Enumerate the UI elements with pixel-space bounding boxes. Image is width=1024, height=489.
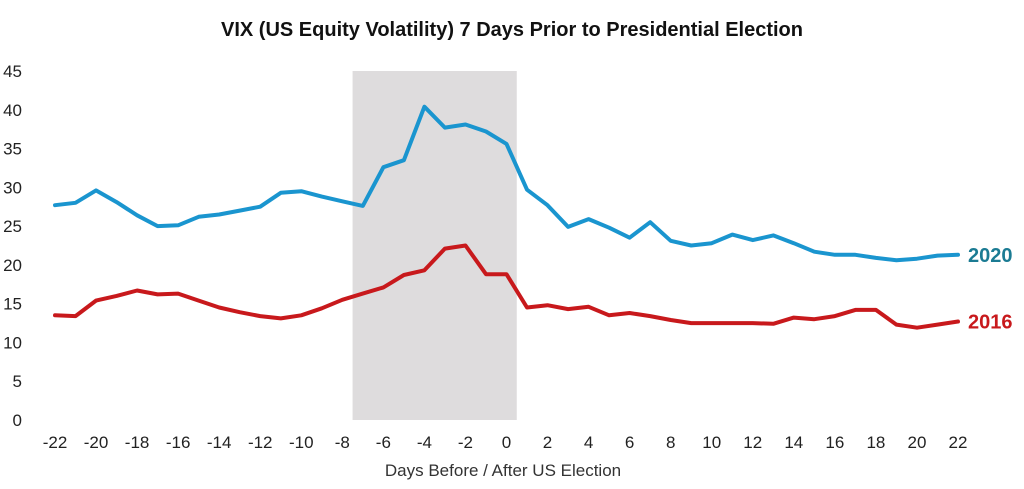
x-tick-label: -4 xyxy=(417,433,432,452)
y-tick-label: 30 xyxy=(3,178,22,197)
series-lines xyxy=(53,104,960,330)
y-tick-label: 0 xyxy=(13,411,22,430)
x-tick-label: 6 xyxy=(625,433,634,452)
x-tick-label: 14 xyxy=(784,433,803,452)
x-tick-label: 16 xyxy=(825,433,844,452)
series-line-2020 xyxy=(53,104,960,263)
x-tick-label: 4 xyxy=(584,433,593,452)
y-tick-label: 15 xyxy=(3,295,22,314)
y-tick-label: 25 xyxy=(3,217,22,236)
x-tick-label: -10 xyxy=(289,433,314,452)
y-tick-label: 45 xyxy=(3,62,22,81)
x-tick-label: -8 xyxy=(335,433,350,452)
series-end-labels: 2020 2016 xyxy=(968,245,1013,334)
x-tick-label: 18 xyxy=(866,433,885,452)
shaded-region-layer xyxy=(352,71,517,420)
y-tick-label: 35 xyxy=(3,140,22,159)
x-tick-label: 2 xyxy=(543,433,552,452)
election-window-shading xyxy=(352,71,517,420)
x-tick-labels: -22 -20 -18 -16 -14 -12 -10 -8 -6 -4 -2 0 2 4 6 8 10 12 14… xyxy=(43,433,968,452)
x-tick-label: -6 xyxy=(376,433,391,452)
series-label-2020: 2020 xyxy=(968,245,1013,267)
y-tick-labels: 0 5 10 15 20 25 30 35 40 45 xyxy=(3,62,22,430)
x-tick-label: 20 xyxy=(907,433,926,452)
x-tick-label: -22 xyxy=(43,433,68,452)
x-tick-label: 12 xyxy=(743,433,762,452)
x-tick-label: -2 xyxy=(458,433,473,452)
x-tick-label: -12 xyxy=(248,433,273,452)
x-tick-label: 22 xyxy=(949,433,968,452)
y-tick-label: 20 xyxy=(3,256,22,275)
series-line-2016 xyxy=(53,243,960,330)
y-tick-label: 10 xyxy=(3,333,22,352)
x-tick-label: -16 xyxy=(166,433,191,452)
y-tick-label: 40 xyxy=(3,101,22,120)
x-tick-label: 0 xyxy=(502,433,511,452)
y-tick-label: 5 xyxy=(13,372,22,391)
x-tick-label: 10 xyxy=(702,433,721,452)
chart-title: VIX (US Equity Volatility) 7 Days Prior … xyxy=(221,19,803,41)
x-tick-label: 8 xyxy=(666,433,675,452)
x-tick-label: -18 xyxy=(125,433,150,452)
x-tick-label: -14 xyxy=(207,433,232,452)
x-tick-label: -20 xyxy=(84,433,109,452)
series-label-2016: 2016 xyxy=(968,312,1013,334)
x-axis-label: Days Before / After US Election xyxy=(385,461,621,480)
